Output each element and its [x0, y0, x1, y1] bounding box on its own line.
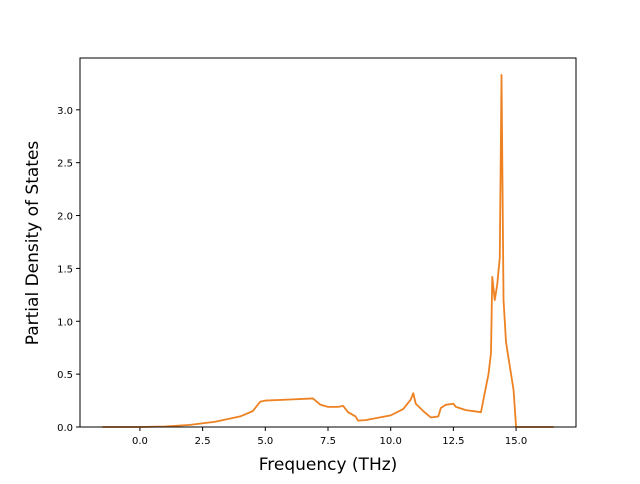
y-tick-label: 2.5 [57, 159, 73, 170]
y-axis-label: Partial Density of States [23, 141, 43, 346]
plot-frame [79, 57, 577, 428]
x-tick-label: 12.5 [442, 436, 464, 447]
x-tick-label: 5.0 [257, 436, 273, 447]
x-tick-label: 2.5 [195, 436, 211, 447]
y-tick-label: 2.0 [57, 212, 73, 223]
x-tick-label: 7.5 [320, 436, 336, 447]
y-tick-label: 3.0 [57, 106, 73, 117]
x-tick-label: 0.0 [132, 436, 148, 447]
x-axis-label: Frequency (THz) [259, 455, 398, 475]
x-tick-label: 15.0 [505, 436, 527, 447]
y-tick-label: 0.5 [57, 370, 73, 381]
line [102, 74, 554, 428]
x-tick-label: 10.0 [380, 436, 402, 447]
y-tick-label: 1.0 [57, 317, 73, 328]
y-tick-label: 1.5 [57, 264, 73, 275]
y-tick-label: 0.0 [57, 423, 73, 434]
